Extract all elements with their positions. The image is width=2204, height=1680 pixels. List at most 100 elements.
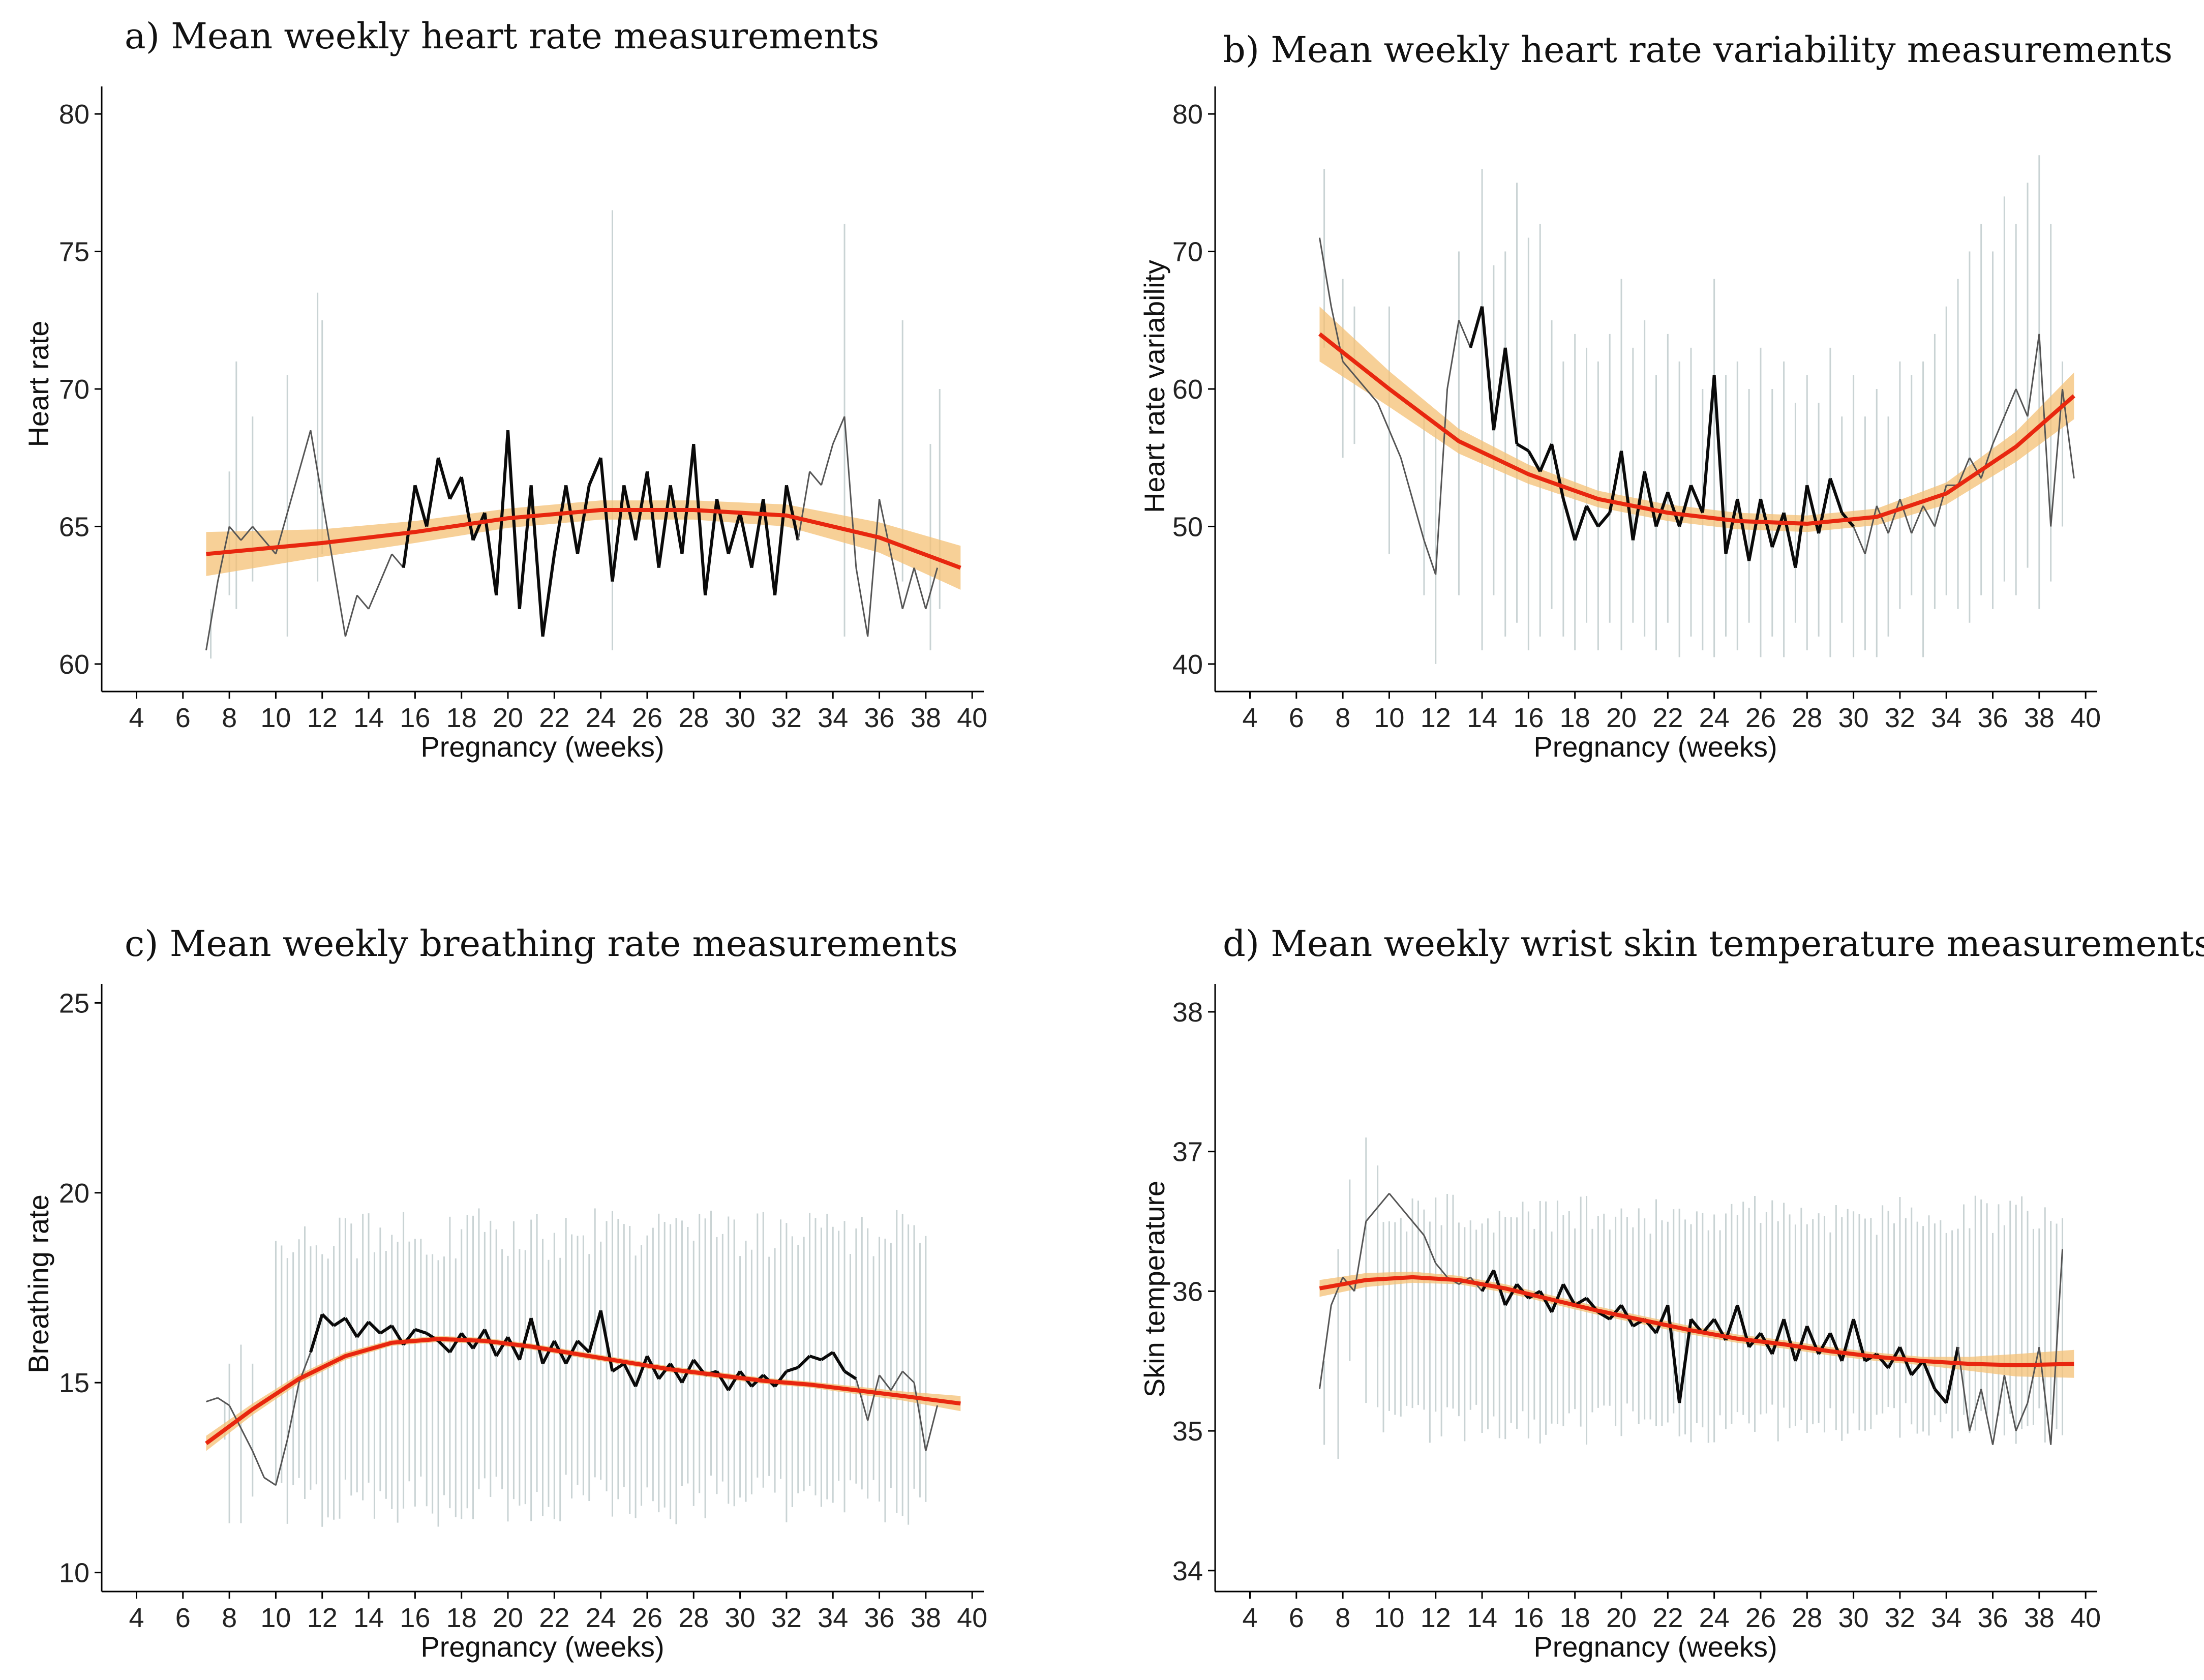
mean-series-segment [1689, 485, 1704, 514]
mean-series-segment [890, 554, 903, 610]
mean-series-segment [738, 512, 753, 568]
mean-series-segment [611, 485, 626, 582]
mean-series-segment [1724, 498, 1739, 555]
mean-series-segment [1782, 1318, 1797, 1362]
mean-series-segment [425, 457, 440, 527]
mean-series-segment [1503, 347, 1519, 444]
panel-a-plot: 4 6 8 10 12 14 16 18 20 22 24 26 28 30 32 34 36 38 40 60 65 7… [59, 86, 987, 733]
x-tick-label: 26 [632, 703, 662, 733]
mean-series-segment [843, 1370, 857, 1381]
mean-series-segment [727, 512, 742, 555]
mean-series-segment [1829, 477, 1844, 514]
mean-series-segment [576, 485, 591, 555]
y-tick-label: 37 [1172, 1137, 1203, 1167]
x-tick-label: 28 [1792, 703, 1822, 733]
panel-d: d) Mean weekly wrist skin temperature me… [1138, 923, 2204, 1663]
y-tick-label: 75 [59, 237, 89, 267]
panel-a-ylabel: Heart rate [22, 321, 54, 447]
mean-series-segment [309, 1313, 324, 1353]
x-tick-label: 10 [260, 1603, 291, 1633]
x-tick-label: 8 [1335, 1603, 1350, 1633]
mean-series-segment [1992, 416, 2005, 444]
mean-series-segment [356, 594, 370, 610]
x-tick-label: 4 [129, 703, 144, 733]
mean-series-segment [1887, 498, 1901, 534]
x-tick-label: 30 [1838, 1603, 1869, 1633]
mean-series-segment [240, 1428, 254, 1452]
mean-series-segment [228, 1405, 242, 1429]
mean-series-segment [1724, 1304, 1739, 1341]
mean-series-segment [855, 567, 869, 637]
mean-series-segment [437, 457, 451, 500]
mean-series-segment [925, 1405, 939, 1452]
x-tick-label: 34 [818, 1603, 848, 1633]
mean-series-segment [402, 485, 417, 568]
x-tick-label: 20 [493, 1603, 523, 1633]
mean-series-segment [1435, 1263, 1448, 1278]
mean-series-segment [379, 553, 393, 582]
mean-series-segment [622, 1363, 637, 1388]
x-tick-label: 24 [586, 1603, 616, 1633]
x-tick-label: 22 [1652, 1603, 1683, 1633]
mean-series-segment [1400, 457, 1413, 499]
mean-series-segment [495, 1336, 509, 1357]
x-tick-label: 8 [1335, 703, 1350, 733]
mean-series-segment [263, 1477, 277, 1486]
x-tick-label: 28 [678, 1603, 709, 1633]
y-tick-label: 60 [1172, 374, 1203, 405]
mean-series-segment [669, 485, 684, 555]
mean-series-segment [879, 1374, 892, 1391]
mean-series-segment [1747, 498, 1762, 561]
mean-series-segment [1538, 443, 1553, 472]
mean-series-segment [2038, 334, 2052, 527]
x-tick-label: 28 [1792, 1603, 1822, 1633]
mean-series-segment [622, 485, 638, 541]
mean-series-segment [205, 1397, 218, 1402]
x-tick-label: 38 [2024, 703, 2055, 733]
mean-series-segment [1353, 1221, 1367, 1292]
mean-series-segment [797, 471, 811, 541]
x-tick-label: 12 [1421, 1603, 1451, 1633]
mean-series-segment [286, 1382, 300, 1440]
mean-series-segment [879, 499, 892, 554]
mean-series-segment [1388, 430, 1402, 458]
mean-series-segment [1342, 361, 1355, 376]
mean-series-segment [355, 1321, 370, 1338]
confidence-band [1319, 1271, 2074, 1378]
mean-series-segment [1712, 375, 1728, 554]
mean-series-segment [2027, 1346, 2040, 1403]
mean-series-segment [1561, 498, 1577, 541]
mean-series-segment [333, 567, 346, 637]
mean-series-segment [1992, 1374, 2005, 1445]
x-tick-label: 32 [771, 1603, 802, 1633]
x-tick-label: 36 [1978, 1603, 2008, 1633]
mean-series-segment [820, 443, 834, 486]
mean-series-segment [809, 471, 822, 486]
mean-series-segment [1597, 1311, 1611, 1321]
mean-series-segment [344, 595, 358, 637]
mean-series-segment [1423, 540, 1437, 575]
mean-series-segment [1957, 457, 1971, 486]
panel-a: a) Mean weekly heart rate measurements H… [22, 15, 987, 763]
mean-series-segment [657, 1363, 672, 1380]
y-tick-label: 50 [1172, 512, 1203, 542]
x-tick-label: 20 [1606, 703, 1637, 733]
mean-series-segment [564, 485, 579, 555]
y-tick-label: 80 [1172, 99, 1203, 130]
mean-series-segment [913, 1382, 927, 1451]
mean-series-segment [1921, 1360, 1937, 1390]
x-tick-label: 22 [539, 1603, 569, 1633]
mean-series-segment [2050, 388, 2064, 527]
mean-series-segment [1435, 388, 1448, 575]
mean-series-segment [368, 581, 381, 610]
mean-series-segment [1876, 505, 1889, 534]
mean-series-segment [1678, 1318, 1693, 1403]
mean-series-segment [913, 567, 927, 610]
y-tick-label: 70 [1172, 237, 1203, 267]
x-tick-label: 14 [353, 1603, 384, 1633]
mean-series-segment [321, 499, 335, 568]
mean-series-segment [2003, 388, 2017, 417]
mean-series-segment [1701, 375, 1716, 513]
x-tick-label: 40 [2070, 703, 2101, 733]
mean-series-segment [1550, 443, 1565, 499]
